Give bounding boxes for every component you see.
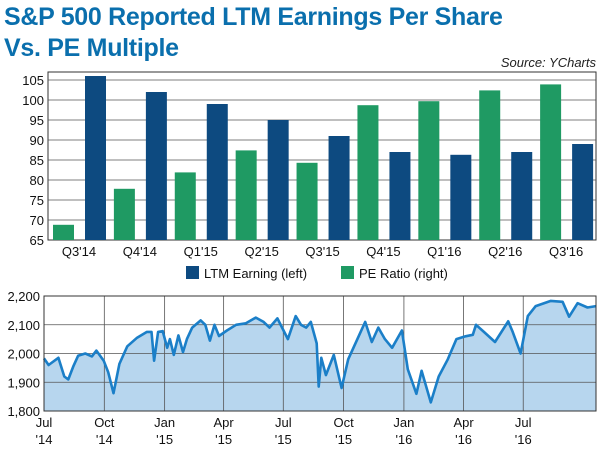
area-y-tick-label: 1,900 (7, 375, 40, 390)
bar-y-tick-label: 90 (30, 133, 44, 148)
bar-y-tick-label: 80 (30, 173, 44, 188)
area-y-tick-label: 2,200 (7, 289, 40, 304)
bar-y-tick-label: 85 (30, 153, 44, 168)
legend-swatch-ltm (186, 266, 199, 279)
bar-x-tick-label: Q3'14 (62, 244, 96, 259)
area-y-tick-label: 1,800 (7, 404, 40, 419)
area-x-tick-year: '15 (275, 432, 292, 447)
bar-y-tick-label: 100 (22, 93, 44, 108)
bar-y-tick-label: 75 (30, 193, 44, 208)
area-x-tick-month: Oct (333, 415, 354, 430)
pe-ratio-bar (113, 188, 135, 240)
area-plot-border (43, 295, 597, 412)
bar-x-tick-label: Q1'16 (427, 244, 461, 259)
pe-ratio-bar (479, 90, 501, 241)
ltm-earning-bar (206, 104, 228, 240)
legend-label-pe: PE Ratio (right) (359, 266, 448, 281)
area-y-tick-label: 2,100 (7, 318, 40, 333)
area-x-tick-year: '15 (156, 432, 173, 447)
area-x-tick-month: Jul (515, 415, 532, 430)
sp500-price-line (42, 299, 597, 404)
area-x-tick-year: '16 (515, 432, 532, 447)
pe-ratio-bar (418, 101, 440, 240)
area-x-tick-year: '15 (335, 432, 352, 447)
pe-ratio-bar (357, 105, 379, 240)
bar-x-tick-label: Q3'16 (549, 244, 583, 259)
ltm-earning-bar (145, 92, 167, 240)
bar-x-tick-label: Q2'15 (245, 244, 279, 259)
ltm-earning-bar (85, 76, 106, 240)
area-x-tick-month: Jul (275, 415, 292, 430)
ltm-earning-bar (450, 154, 472, 240)
area-x-tick-month: Jan (393, 415, 414, 430)
bar-x-tick-label: Q4'15 (366, 244, 400, 259)
bar-y-tick-label: 70 (30, 213, 44, 228)
ltm-earning-bar (389, 152, 411, 240)
area-x-tick-month: Oct (94, 415, 115, 430)
area-x-tick-year: '14 (96, 432, 113, 447)
area-x-tick-month: Apr (453, 415, 474, 430)
bar-y-tick-label: 65 (30, 233, 44, 248)
bar-x-tick-label: Q4'14 (123, 244, 157, 259)
area-x-tick-month: Apr (214, 415, 235, 430)
area-x-tick-year: '15 (215, 432, 232, 447)
area-x-tick-year: '16 (455, 432, 472, 447)
title-line-2: Vs. PE Multiple (4, 34, 179, 62)
area-x-tick-year: '16 (395, 432, 412, 447)
area-y-tick-label: 2,000 (7, 347, 40, 362)
chart-title: S&P 500 Reported LTM Earnings Per Share … (4, 2, 503, 64)
pe-ratio-bar (235, 150, 257, 240)
bar-y-tick-label: 105 (22, 73, 44, 88)
bar-y-tick-label: 95 (30, 113, 44, 128)
ltm-earning-bar (511, 152, 533, 240)
ltm-earning-bar (328, 136, 350, 240)
pe-ratio-bar (174, 172, 196, 240)
bar-x-tick-label: Q3'15 (305, 244, 339, 259)
sp500-area-fill (44, 300, 596, 411)
pe-ratio-bar (296, 162, 318, 240)
pe-ratio-bar (540, 84, 562, 241)
legend-label-ltm: LTM Earning (left) (204, 266, 307, 281)
bar-x-tick-label: Q1'15 (184, 244, 218, 259)
ltm-earning-bar (267, 120, 289, 240)
area-x-tick-month: Jan (154, 415, 175, 430)
legend-swatch-pe (341, 266, 354, 279)
source-note: Source: YCharts (500, 55, 596, 70)
title-line-1: S&P 500 Reported LTM Earnings Per Share (4, 3, 503, 31)
bar-x-tick-label: Q2'16 (488, 244, 522, 259)
area-x-tick-month: Jul (36, 415, 53, 430)
pe-ratio-bar (53, 224, 74, 240)
ltm-earning-bar (572, 144, 594, 240)
area-x-tick-year: '14 (36, 432, 53, 447)
